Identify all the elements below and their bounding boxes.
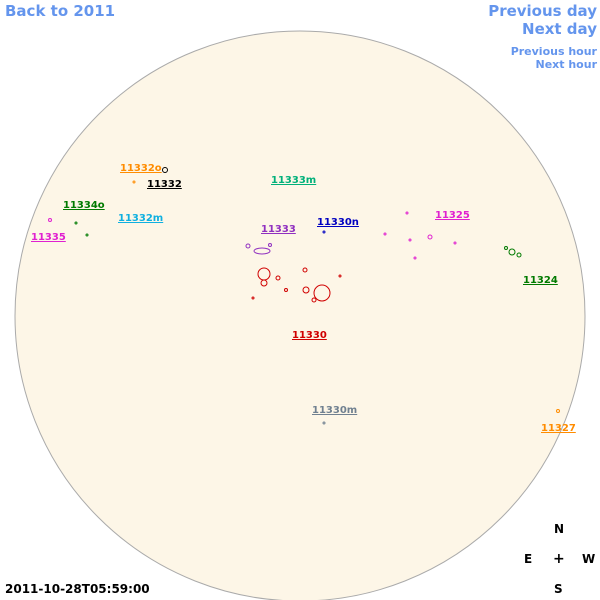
region-label[interactable]: 11332m: [118, 213, 163, 224]
region-label[interactable]: 11332: [147, 179, 182, 190]
sunspot: [556, 409, 560, 413]
region-label[interactable]: 11325: [435, 210, 470, 221]
sunspot: [383, 232, 387, 236]
timestamp: 2011-10-28T05:59:00: [5, 582, 150, 596]
sunspot: [504, 246, 508, 250]
sunspot: [162, 167, 168, 173]
region-label[interactable]: 11335: [31, 232, 66, 243]
region-labels: 11332o 11332 11333m 11334o 11325 11332m 11330n…: [31, 163, 576, 434]
region-label[interactable]: 11333: [261, 224, 296, 235]
region-label[interactable]: 11334o: [63, 200, 105, 211]
region-label[interactable]: 11324: [523, 275, 558, 286]
sunspot: [311, 297, 317, 303]
sunspot: [85, 233, 89, 237]
sunspot: [284, 288, 288, 292]
compass-south: S: [554, 582, 563, 596]
previous-day-link[interactable]: Previous day: [488, 2, 597, 20]
region-label[interactable]: 11330: [292, 330, 327, 341]
compass-center: +: [553, 551, 565, 567]
sunspot: [413, 256, 417, 260]
region-label[interactable]: 11330m: [312, 405, 357, 416]
sunspot: [322, 230, 326, 234]
sunspot: [245, 243, 251, 249]
compass-north: N: [554, 522, 565, 536]
region-label[interactable]: 11327: [541, 423, 576, 434]
region-label[interactable]: 11332o: [120, 163, 162, 174]
next-hour-link[interactable]: Next hour: [535, 58, 598, 71]
sunspot: [74, 221, 78, 225]
sunspots: [48, 167, 560, 425]
sunspot: [253, 247, 271, 255]
sunspot: [516, 252, 522, 258]
sunspot: [508, 248, 516, 256]
solar-disk: [14, 30, 586, 600]
back-link[interactable]: Back to 2011: [5, 2, 116, 20]
sunspot: [302, 267, 308, 273]
region-label[interactable]: 11333m: [271, 175, 316, 186]
sunspot: [322, 421, 326, 425]
sunspot: [268, 243, 272, 247]
sunspot: [132, 180, 136, 184]
sunspot: [313, 284, 331, 302]
sunspot: [427, 234, 433, 240]
previous-hour-link[interactable]: Previous hour: [510, 45, 597, 58]
compass-west: W: [582, 552, 596, 566]
sunspot: [251, 296, 255, 300]
sunspot: [408, 238, 412, 242]
sunspot: [405, 211, 409, 215]
region-label[interactable]: 11330n: [317, 217, 359, 228]
sunspot: [338, 274, 342, 278]
sunspot: [302, 286, 310, 294]
compass-east: E: [524, 552, 533, 566]
sunspot: [48, 218, 52, 222]
sunspot: [260, 279, 268, 287]
next-day-link[interactable]: Next day: [522, 20, 597, 38]
sunspot: [453, 241, 457, 245]
sunspot: [275, 275, 281, 281]
